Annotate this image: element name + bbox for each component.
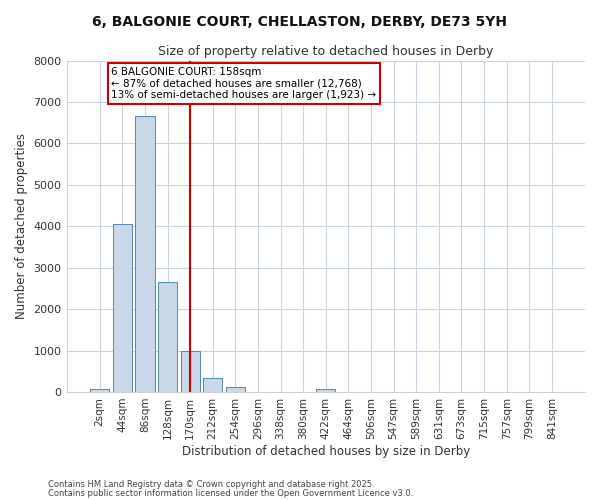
- Text: Contains public sector information licensed under the Open Government Licence v3: Contains public sector information licen…: [48, 488, 413, 498]
- Title: Size of property relative to detached houses in Derby: Size of property relative to detached ho…: [158, 45, 493, 58]
- Bar: [181, 350, 200, 392]
- Text: 6 BALGONIE COURT: 158sqm
← 87% of detached houses are smaller (12,768)
13% of se: 6 BALGONIE COURT: 158sqm ← 87% of detach…: [112, 67, 377, 100]
- Bar: [203, 378, 223, 392]
- Bar: [113, 224, 132, 392]
- X-axis label: Distribution of detached houses by size in Derby: Distribution of detached houses by size …: [182, 444, 470, 458]
- Text: Contains HM Land Registry data © Crown copyright and database right 2025.: Contains HM Land Registry data © Crown c…: [48, 480, 374, 489]
- Bar: [90, 389, 109, 392]
- Bar: [316, 389, 335, 392]
- Bar: [136, 116, 155, 392]
- Bar: [158, 282, 177, 392]
- Text: 6, BALGONIE COURT, CHELLASTON, DERBY, DE73 5YH: 6, BALGONIE COURT, CHELLASTON, DERBY, DE…: [92, 15, 508, 29]
- Bar: [226, 388, 245, 392]
- Y-axis label: Number of detached properties: Number of detached properties: [15, 134, 28, 320]
